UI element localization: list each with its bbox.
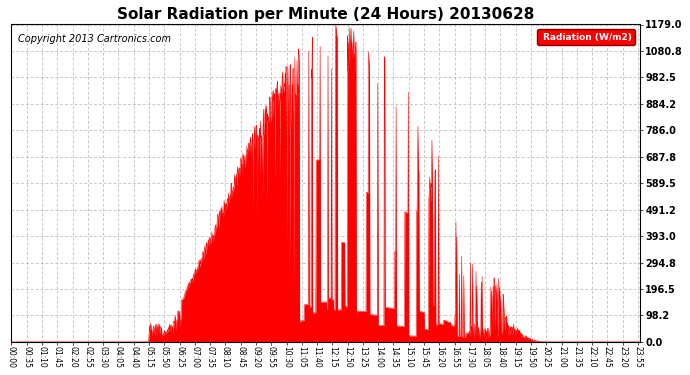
Text: Copyright 2013 Cartronics.com: Copyright 2013 Cartronics.com xyxy=(18,34,170,44)
Title: Solar Radiation per Minute (24 Hours) 20130628: Solar Radiation per Minute (24 Hours) 20… xyxy=(117,7,534,22)
Legend: Radiation (W/m2): Radiation (W/m2) xyxy=(538,29,635,45)
